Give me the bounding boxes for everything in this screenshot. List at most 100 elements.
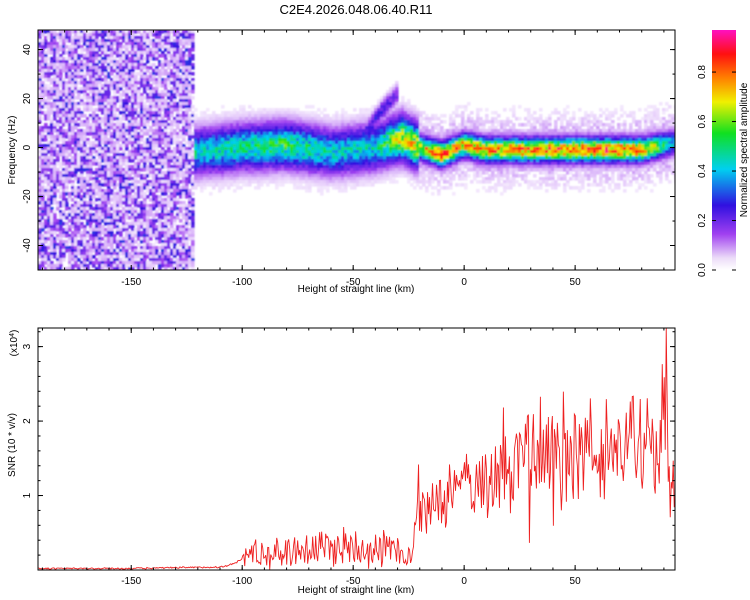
heatmap-cell	[41, 75, 45, 79]
heatmap-cell	[137, 144, 141, 148]
heatmap-cell	[47, 33, 51, 37]
heatmap-cell	[74, 189, 78, 193]
heatmap-cell	[56, 96, 60, 100]
heatmap-cell	[134, 111, 138, 115]
heatmap-cell	[89, 195, 93, 199]
heatmap-cell	[128, 30, 132, 34]
heatmap-cell	[113, 102, 117, 106]
heatmap-cell	[110, 174, 114, 178]
heatmap-cell	[68, 72, 72, 76]
heatmap-cell	[149, 99, 153, 103]
heatmap-cell	[95, 135, 99, 139]
heatmap-cell	[179, 204, 183, 208]
heatmap-cell	[161, 78, 165, 82]
heatmap-cell	[155, 231, 159, 235]
heatmap-cell	[68, 180, 72, 184]
heatmap-cell	[317, 159, 321, 163]
heatmap-cell	[92, 45, 96, 49]
heatmap-cell	[104, 72, 108, 76]
heatmap-cell	[269, 177, 273, 181]
heatmap-cell	[173, 252, 177, 256]
heatmap-cell	[83, 165, 87, 169]
heatmap-cell	[155, 213, 159, 217]
heatmap-cell	[146, 96, 150, 100]
heatmap-cell	[167, 246, 171, 250]
heatmap-cell	[56, 33, 60, 37]
heatmap-cell	[110, 150, 114, 154]
heatmap-cell	[134, 255, 138, 259]
heatmap-cell	[65, 150, 69, 154]
heatmap-cell	[155, 261, 159, 265]
heatmap-cell	[161, 69, 165, 73]
heatmap-cell	[167, 105, 171, 109]
heatmap-cell	[113, 177, 117, 181]
heatmap-cell	[53, 135, 57, 139]
heatmap-cell	[254, 114, 258, 118]
heatmap-cell	[140, 108, 144, 112]
heatmap-cell	[44, 135, 48, 139]
heatmap-cell	[227, 171, 231, 175]
heatmap-cell	[215, 168, 219, 172]
heatmap-cell	[134, 162, 138, 166]
heatmap-cell	[68, 228, 72, 232]
heatmap-cell	[140, 234, 144, 238]
heatmap-cell	[263, 114, 267, 118]
heatmap-cell	[161, 63, 165, 67]
heatmap-cell	[266, 162, 270, 166]
heatmap-cell	[53, 171, 57, 175]
heatmap-cell	[71, 129, 75, 133]
heatmap-cell	[305, 144, 309, 148]
heatmap-cell	[269, 120, 273, 124]
heatmap-cell	[182, 147, 186, 151]
heatmap-cell	[191, 186, 195, 190]
heatmap-cell	[83, 156, 87, 160]
heatmap-cell	[290, 162, 294, 166]
heatmap-cell	[299, 156, 303, 160]
heatmap-cell	[47, 189, 51, 193]
heatmap-cell	[305, 171, 309, 175]
heatmap-cell	[125, 105, 129, 109]
heatmap-cell	[278, 126, 282, 130]
heatmap-cell	[71, 171, 75, 175]
heatmap-cell	[101, 60, 105, 64]
heatmap-cell	[44, 60, 48, 64]
heatmap-cell	[149, 102, 153, 106]
heatmap-cell	[161, 162, 165, 166]
heatmap-cell	[179, 102, 183, 106]
heatmap-cell	[341, 150, 345, 154]
heatmap-cell	[173, 84, 177, 88]
heatmap-cell	[179, 129, 183, 133]
heatmap-cell	[332, 177, 336, 181]
heatmap-cell	[113, 180, 117, 184]
heatmap-cell	[152, 225, 156, 229]
heatmap-cell	[317, 126, 321, 130]
heatmap-cell	[269, 117, 273, 121]
heatmap-cell	[164, 33, 168, 37]
heatmap-cell	[44, 129, 48, 133]
heatmap-cell	[92, 36, 96, 40]
heatmap-cell	[149, 114, 153, 118]
heatmap-cell	[341, 117, 345, 121]
heatmap-cell	[104, 153, 108, 157]
heatmap-cell	[125, 63, 129, 67]
heatmap-cell	[92, 177, 96, 181]
heatmap-cell	[329, 117, 333, 121]
heatmap-cell	[194, 180, 198, 184]
heatmap-cell	[149, 87, 153, 91]
heatmap-cell	[176, 150, 180, 154]
heatmap-cell	[131, 69, 135, 73]
heatmap-cell	[50, 240, 54, 244]
heatmap-cell	[209, 144, 213, 148]
heatmap-cell	[92, 81, 96, 85]
heatmap-cell	[50, 78, 54, 82]
heatmap-cell	[47, 165, 51, 169]
heatmap-cell	[95, 123, 99, 127]
heatmap-cell	[212, 168, 216, 172]
heatmap-cell	[179, 201, 183, 205]
heatmap-cell	[128, 126, 132, 130]
heatmap-cell	[227, 126, 231, 130]
heatmap-cell	[122, 33, 126, 37]
heatmap-cell	[113, 144, 117, 148]
heatmap-cell	[125, 198, 129, 202]
heatmap-cell	[41, 186, 45, 190]
